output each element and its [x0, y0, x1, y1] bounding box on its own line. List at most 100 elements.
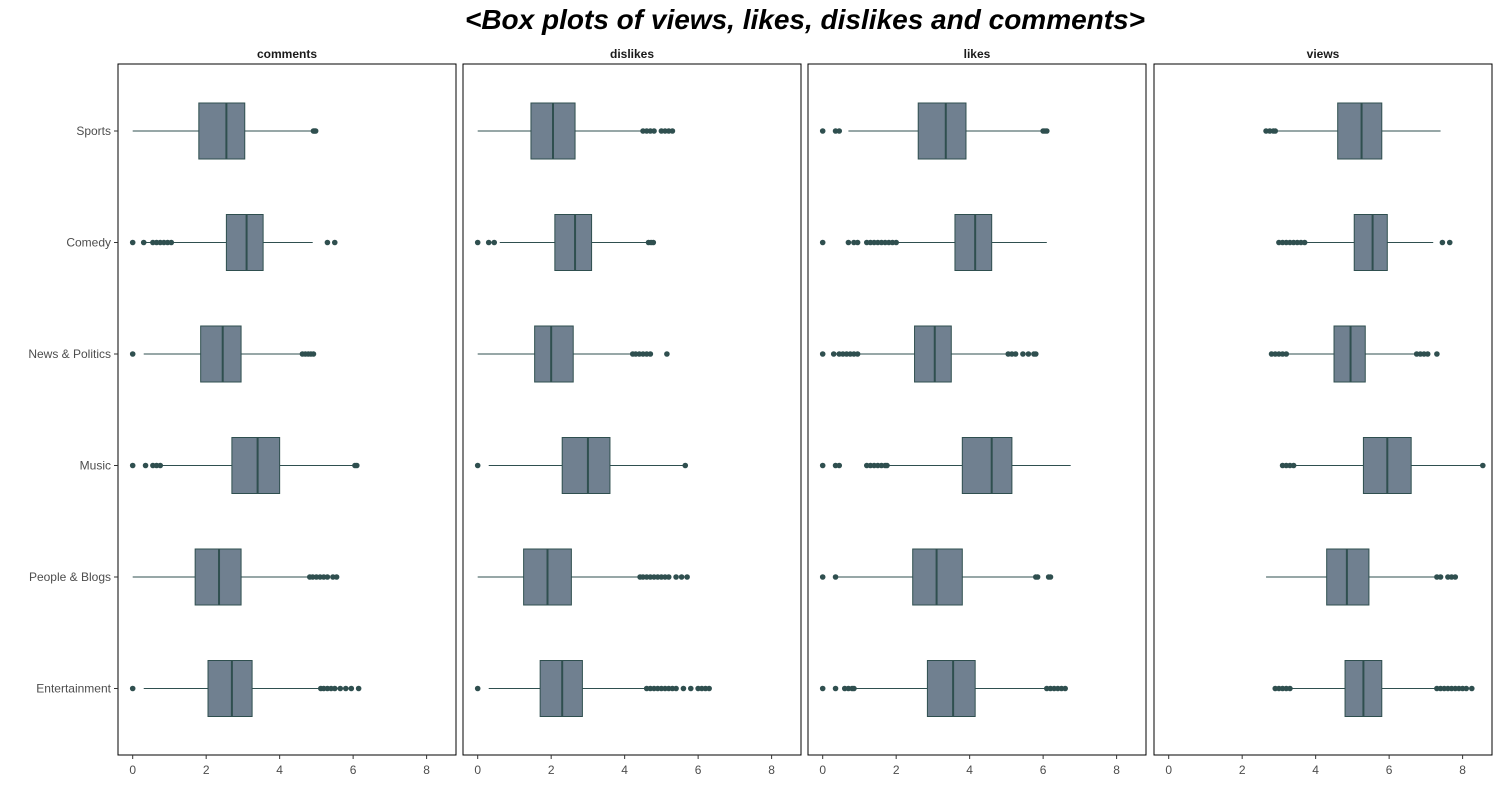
y-tick-label: Sports: [76, 124, 111, 138]
outlier-point: [1301, 239, 1308, 246]
outlier-point: [1439, 239, 1446, 246]
y-tick-label: Music: [80, 459, 111, 473]
facet-panel-comments: comments 0 2 4 6 8: [117, 47, 457, 777]
box-dislikes-news-politics: [477, 325, 670, 383]
box-comments-people-blogs: [132, 548, 340, 606]
y-tick-label: Comedy: [66, 236, 111, 250]
outlier-point: [664, 351, 670, 357]
box-iqr: [561, 437, 611, 494]
box-iqr: [926, 660, 976, 717]
facet-panel-dislikes: dislikes 0 2 4 6 8: [462, 47, 802, 777]
outlier-point: [1452, 574, 1459, 580]
outlier-point: [678, 574, 685, 580]
box-comments-comedy: [129, 214, 338, 271]
outlier-point: [1446, 239, 1453, 246]
box-dislikes-people-blogs: [477, 548, 690, 606]
outlier-point: [819, 239, 826, 246]
outlier-point: [1272, 128, 1279, 134]
outlier-point: [650, 239, 657, 246]
box-dislikes-entertainment: [474, 660, 712, 717]
outlier-point: [706, 685, 712, 692]
outlier-point: [647, 351, 654, 357]
outlier-point: [331, 239, 338, 246]
outlier-point: [665, 574, 672, 580]
outlier-point: [1012, 351, 1019, 357]
box-likes-people-blogs: [819, 548, 1054, 606]
outlier-point: [684, 574, 690, 580]
x-tick-label: 4: [1312, 763, 1319, 777]
outlier-point: [1032, 351, 1039, 357]
outlier-point: [474, 462, 481, 469]
box-likes-music: [819, 437, 1071, 494]
box-dislikes-music: [474, 437, 689, 494]
x-tick-label: 0: [1165, 763, 1172, 777]
outlier-point: [129, 685, 136, 692]
chart-title: <Box plots of views, likes, dislikes and…: [464, 4, 1146, 35]
outlier-point: [1424, 351, 1431, 357]
box-likes-sports: [819, 102, 1050, 160]
box-iqr: [554, 214, 593, 271]
outlier-point: [819, 128, 826, 134]
outlier-point: [312, 128, 319, 134]
x-tick-label: 4: [276, 763, 283, 777]
outlier-point: [157, 462, 164, 469]
outlier-point: [687, 685, 694, 692]
box-iqr: [1353, 214, 1388, 271]
box-dislikes-sports: [477, 102, 676, 160]
outlier-point: [474, 239, 481, 246]
outlier-point: [342, 685, 349, 692]
facet-panel-likes: likes 0 2 4 6 8: [807, 47, 1147, 777]
outlier-point: [1025, 351, 1032, 357]
box-comments-news-politics: [129, 325, 317, 383]
box-comments-entertainment: [129, 660, 362, 717]
box-views-people-blogs: [1266, 548, 1459, 606]
outlier-point: [1463, 685, 1470, 692]
box-views-entertainment: [1272, 660, 1475, 717]
outlier-point: [851, 685, 857, 692]
x-tick-label: 8: [768, 763, 775, 777]
outlier-point: [819, 574, 826, 580]
outlier-point: [1062, 685, 1068, 692]
outlier-point: [1287, 685, 1293, 692]
outlier-point: [310, 351, 317, 357]
outlier-point: [845, 239, 852, 246]
x-tick-label: 6: [695, 763, 702, 777]
outlier-point: [836, 462, 843, 469]
box-likes-news-politics: [819, 325, 1039, 383]
outlier-point: [1480, 462, 1486, 469]
outlier-point: [1047, 574, 1054, 580]
facet-label-comments: comments: [257, 47, 317, 61]
box-views-news-politics: [1268, 325, 1440, 383]
outlier-point: [819, 351, 826, 357]
outlier-point: [348, 685, 355, 692]
outlier-point: [355, 685, 362, 692]
outlier-point: [893, 239, 899, 246]
box-iqr: [954, 214, 993, 271]
outlier-point: [337, 685, 344, 692]
outlier-point: [836, 128, 843, 134]
box-views-music: [1279, 437, 1486, 494]
box-comments-music: [129, 437, 360, 494]
y-tick-label: Entertainment: [36, 682, 111, 696]
x-tick-label: 2: [203, 763, 210, 777]
x-tick-label: 2: [1239, 763, 1246, 777]
outlier-point: [832, 685, 839, 692]
x-tick-label: 0: [819, 763, 826, 777]
box-iqr: [534, 325, 574, 383]
panel-border: [462, 63, 802, 756]
outlier-point: [474, 685, 481, 692]
outlier-point: [1290, 462, 1297, 469]
panel-border: [117, 63, 457, 756]
y-tick-label: People & Blogs: [29, 570, 111, 584]
box-iqr: [917, 102, 967, 160]
outlier-point: [854, 351, 861, 357]
outlier-point: [669, 128, 676, 134]
box-iqr: [914, 325, 952, 383]
x-tick-label: 0: [474, 763, 481, 777]
box-likes-comedy: [819, 214, 1047, 271]
panel-border: [1153, 63, 1493, 756]
outlier-point: [129, 462, 136, 469]
outlier-point: [333, 574, 340, 580]
box-comments-sports: [132, 102, 319, 160]
